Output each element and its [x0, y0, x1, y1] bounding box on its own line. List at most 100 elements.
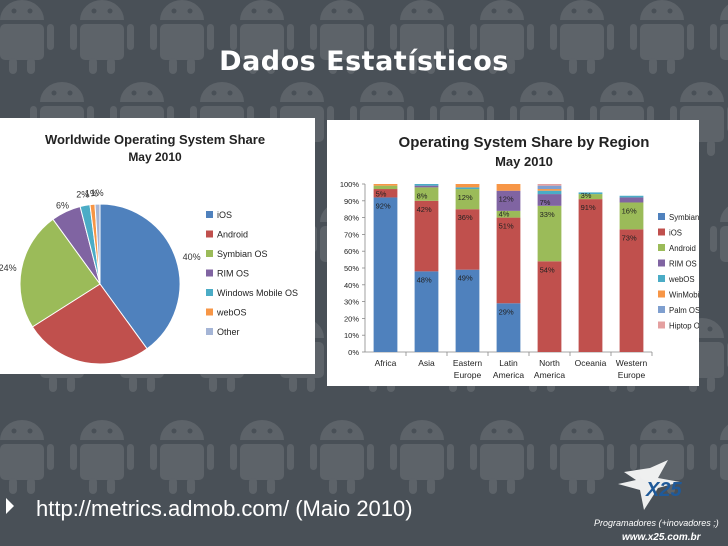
bullet-arrow-icon — [6, 498, 14, 514]
legend-swatch — [206, 308, 213, 316]
bar-segment-label: 12% — [499, 195, 514, 204]
legend-swatch — [658, 244, 665, 251]
bar-segment — [496, 217, 521, 304]
legend-label: iOS — [217, 210, 232, 220]
bar-segment-label: 5% — [376, 189, 387, 198]
bar-chart-title: Operating System Share by Region — [399, 134, 650, 151]
bar-segment — [537, 184, 562, 186]
legend-swatch — [206, 211, 213, 218]
y-tick-label: 90% — [344, 197, 359, 206]
x25-logo-tagline: Programadores (+inovadores ;) — [594, 518, 719, 528]
bar-segment — [414, 184, 439, 186]
legend-label: Windows Mobile OS — [217, 288, 298, 298]
bar-segment — [619, 229, 644, 352]
bar-segment-label: 49% — [458, 274, 473, 283]
bar-segment — [619, 202, 644, 230]
legend-swatch — [206, 230, 213, 238]
legend-swatch — [658, 306, 665, 313]
android-robot-icon — [710, 4, 728, 60]
legend-label: Android — [669, 244, 696, 253]
android-robot-icon — [310, 420, 374, 494]
bar-segment — [496, 190, 521, 211]
bar-segment — [373, 189, 398, 198]
x25-logo-url: www.x25.com.br — [622, 532, 702, 543]
y-tick-label: 30% — [344, 298, 359, 307]
bar-chart-subtitle: May 2010 — [495, 154, 553, 169]
android-robot-icon — [390, 420, 454, 494]
bar-segment — [414, 271, 439, 352]
legend-label: Symbian — [669, 213, 699, 222]
legend-label: webOS — [216, 308, 247, 318]
pie-chart-subtitle: May 2010 — [128, 150, 182, 164]
android-robot-icon — [0, 420, 54, 494]
bar-segment — [537, 190, 562, 195]
y-tick-label: 80% — [344, 214, 359, 223]
android-robot-icon — [150, 420, 214, 494]
bar-segment — [496, 303, 521, 352]
bar-segment-label: 73% — [622, 233, 637, 242]
legend-swatch — [658, 290, 665, 298]
android-robot-icon — [70, 420, 134, 494]
pie-legend: iOS Android Symbian OS RIM OS Windows Mobile… — [206, 210, 298, 337]
y-tick-label: 0% — [348, 348, 359, 357]
bar-chart-panel: Operating System Share by Region May 201… — [327, 120, 705, 386]
x-category-label: Latin — [499, 358, 518, 368]
legend-label: Symbian OS — [217, 249, 268, 259]
bar-segment — [455, 184, 480, 188]
x-category-label: Africa — [375, 358, 397, 368]
bar-segment — [455, 187, 480, 190]
legend-label: webOS — [668, 275, 695, 284]
legend-label: RIM OS — [217, 269, 249, 279]
bar-segment — [455, 189, 480, 210]
android-robot-icon — [550, 0, 614, 74]
bar-segment — [373, 185, 398, 190]
android-robot-icon — [0, 0, 54, 74]
bar-segment — [537, 261, 562, 352]
y-tick-label: 20% — [344, 314, 359, 323]
bar-segment — [414, 200, 439, 272]
legend-swatch — [658, 213, 665, 220]
android-robot-icon — [230, 420, 294, 494]
bar-segment — [414, 187, 439, 201]
bar-segment-label: 54% — [540, 265, 555, 274]
x-category-label: Europe — [618, 370, 646, 380]
android-robot-icon — [710, 424, 728, 480]
bar-segment-label: 8% — [417, 191, 428, 200]
pie-slice — [99, 203, 181, 350]
x25-logo: X25 Programadores (+inovadores ;) www.x2… — [594, 460, 719, 543]
y-tick-label: 70% — [344, 230, 359, 239]
bar-segment — [455, 209, 480, 270]
legend-swatch — [658, 228, 665, 236]
bar-segment-label: 33% — [540, 210, 555, 219]
y-tick-label: 50% — [344, 264, 359, 273]
x-category-label: Eastern — [453, 358, 483, 368]
bar-segment — [537, 185, 562, 190]
pie-slice — [19, 218, 101, 328]
legend-label: Hiptop OS — [669, 322, 699, 331]
legend-label: Android — [217, 230, 248, 240]
legend-swatch — [206, 250, 213, 257]
x-category-label: Oceania — [575, 358, 607, 368]
bar-segment-label: 3% — [581, 191, 592, 200]
bar-segment-label: 42% — [417, 205, 432, 214]
legend-label: iOS — [669, 229, 682, 238]
bar-segment-label: 16% — [622, 206, 637, 215]
pie-chart-title: Worldwide Operating System Share — [45, 132, 265, 147]
bar-segment-label: 12% — [458, 193, 473, 202]
bar-segment — [496, 184, 521, 191]
android-robot-icon — [230, 0, 294, 74]
source-link[interactable]: http://metrics.admob.com/ (Maio 2010) — [36, 496, 413, 521]
android-robot-icon — [310, 0, 374, 74]
legend-swatch — [206, 328, 213, 335]
bar-segment — [578, 194, 603, 200]
bar-segment — [455, 269, 480, 352]
y-tick-label: 10% — [344, 331, 359, 340]
x25-logo-brand: X25 — [645, 479, 682, 501]
y-tick-label: 100% — [340, 180, 360, 189]
legend-swatch — [658, 321, 665, 329]
bar-legend: Symbian iOS Android RIM OS webOS WinMobile Pal… — [658, 213, 705, 331]
pie-slice-label: 2% — [76, 190, 89, 200]
bar-segment-label: 36% — [458, 213, 473, 222]
x-category-label: Western — [616, 358, 648, 368]
